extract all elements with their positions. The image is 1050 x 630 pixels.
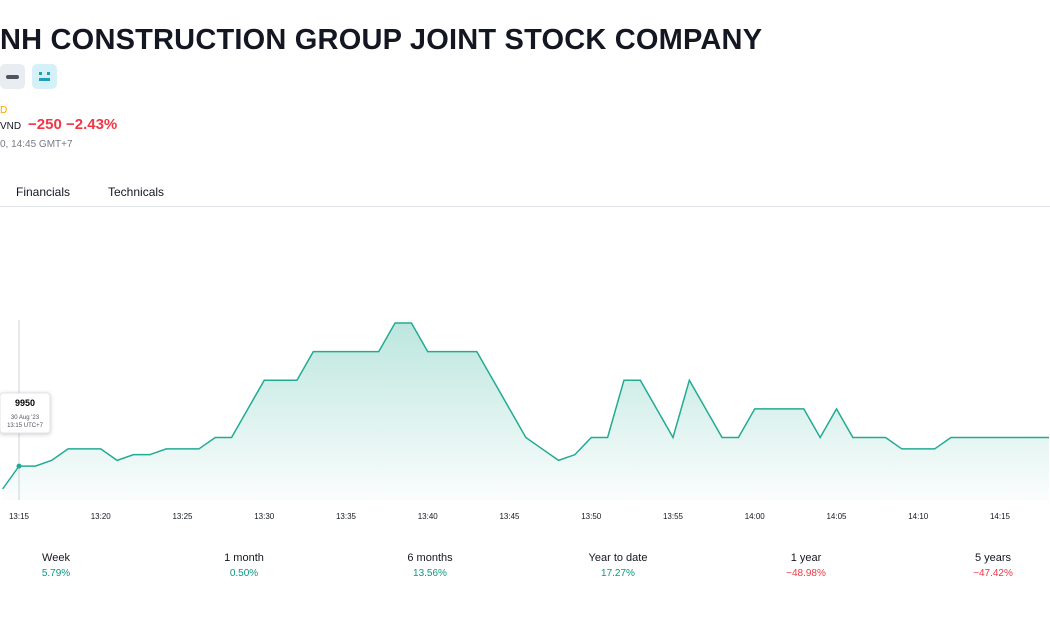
chart: 13:15 13:20 13:25 13:30 13:35 13:40 13:45 13:50…	[0, 320, 1050, 521]
tooltip-box	[0, 392, 51, 434]
period-label: 6 months	[407, 552, 453, 564]
x-tick-label: 13:50	[581, 512, 602, 521]
exchange: D	[0, 105, 8, 116]
tab[interactable]: Financials	[16, 185, 71, 199]
period-label: 1 month	[224, 552, 264, 564]
x-tick-label: 14:00	[745, 512, 766, 521]
performance-item[interactable]: 6 months 13.56%	[370, 552, 490, 579]
period-label: Week	[42, 552, 70, 564]
period-label: 5 years	[974, 552, 1012, 564]
period-label: Year to date	[588, 552, 648, 564]
area-fill	[2, 323, 1050, 500]
x-tick-label: 13:30	[254, 512, 275, 521]
x-tick-label: 13:20	[91, 512, 112, 521]
tooltip-value: 9950	[15, 398, 35, 408]
currency: VND	[0, 121, 22, 132]
tooltip-date: 30 Aug '23	[11, 415, 40, 421]
tab-divider	[0, 206, 1050, 207]
performance-item[interactable]: 5 years −47.42%	[933, 552, 1050, 579]
performance-item[interactable]: Week 5.79%	[0, 552, 116, 579]
period-return: −48.98%	[786, 568, 826, 579]
period-return: −47.42%	[973, 568, 1013, 579]
period-return: 13.56%	[413, 568, 447, 579]
x-tick-label: 14:05	[826, 512, 847, 521]
price-change: −250 −2.43%	[28, 116, 117, 133]
performance-item[interactable]: 1 month 0.50%	[184, 552, 304, 579]
period-label: 1 year	[790, 552, 822, 564]
change: −250	[28, 116, 62, 133]
change-percent: −2.43%	[65, 116, 118, 133]
price-line	[2, 322, 1050, 490]
period-return: 17.27%	[601, 568, 635, 579]
tooltip-time: 13:15 UTC+7	[7, 423, 44, 429]
x-tick-label: 13:15	[9, 512, 30, 521]
tab[interactable]: Technicals	[108, 185, 165, 199]
period-return: 5.79%	[41, 568, 71, 579]
icon-button[interactable]	[32, 64, 57, 89]
period-return: 0.50%	[229, 568, 259, 579]
performance-item[interactable]: Year to date 17.27%	[558, 552, 678, 579]
company-title: NH CONSTRUCTION GROUP JOINT STOCK COMPAN…	[0, 24, 763, 56]
x-tick-label: 13:55	[663, 512, 684, 521]
performance-item[interactable]: 1 year −48.98%	[746, 552, 866, 579]
x-tick-label: 13:45	[499, 512, 520, 521]
x-tick-label: 14:10	[908, 512, 929, 521]
timestamp: 0, 14:45 GMT+7	[0, 139, 73, 150]
x-tick-label: 13:35	[336, 512, 357, 521]
hover-point	[16, 463, 22, 469]
icon-button[interactable]	[0, 64, 25, 89]
x-tick-label: 13:40	[418, 512, 439, 521]
x-tick-label: 13:25	[172, 512, 193, 521]
x-tick-label: 14:15	[990, 512, 1011, 521]
